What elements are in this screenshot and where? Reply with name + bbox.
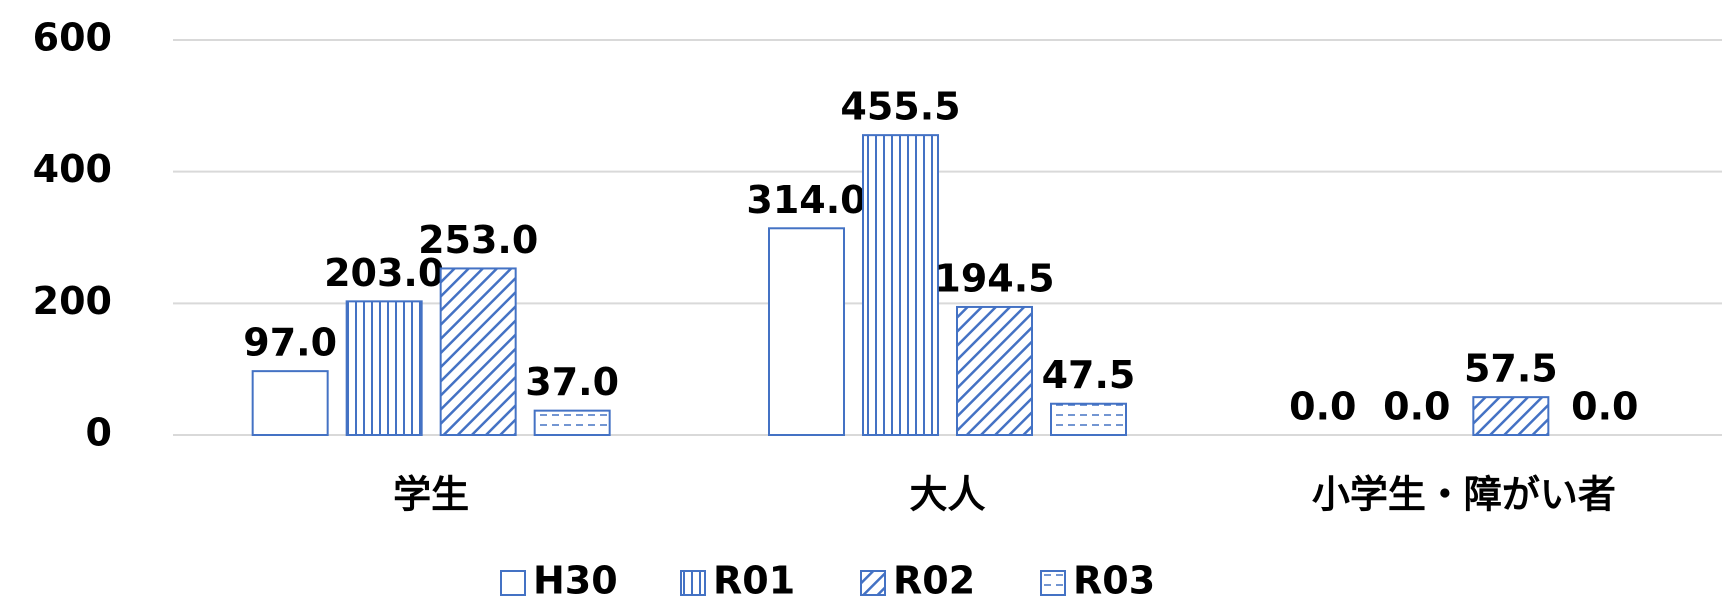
value-label: 57.5 (1464, 347, 1558, 391)
value-label: 47.5 (1042, 353, 1136, 397)
y-tick-label: 400 (33, 147, 112, 191)
y-tick-label: 200 (33, 279, 112, 323)
value-label: 0.0 (1289, 385, 1356, 429)
bar (533, 409, 611, 436)
value-label: 37.0 (525, 360, 619, 404)
x-tick-label: 小学生・障がい者 (1312, 473, 1616, 517)
value-label: 194.5 (934, 256, 1054, 300)
y-tick-label: 0 (86, 411, 112, 455)
legend-swatch (1040, 570, 1066, 596)
value-label: 203.0 (324, 251, 444, 295)
x-tick-label: 学生 (393, 473, 469, 517)
value-label: 0.0 (1383, 385, 1450, 429)
legend-swatch (680, 570, 706, 596)
value-label: 314.0 (746, 178, 866, 222)
bar (1472, 396, 1550, 437)
legend-label: R02 (893, 559, 975, 603)
bar (862, 134, 939, 436)
value-label: 0.0 (1571, 385, 1638, 429)
bar (768, 227, 845, 436)
x-tick-label: 大人 (909, 473, 985, 517)
legend-label: H30 (533, 559, 618, 603)
bar (251, 370, 329, 436)
bar (1050, 402, 1127, 436)
legend-label: R01 (713, 559, 795, 603)
y-tick-label: 600 (33, 16, 112, 60)
bar (345, 300, 423, 436)
bar (439, 267, 517, 437)
legend-label: R03 (1073, 559, 1155, 603)
legend-swatch (860, 570, 886, 596)
value-label: 253.0 (418, 218, 538, 262)
value-label: 97.0 (243, 321, 337, 365)
legend-swatch (500, 570, 526, 596)
bar (956, 305, 1033, 436)
value-label: 455.5 (840, 85, 960, 129)
